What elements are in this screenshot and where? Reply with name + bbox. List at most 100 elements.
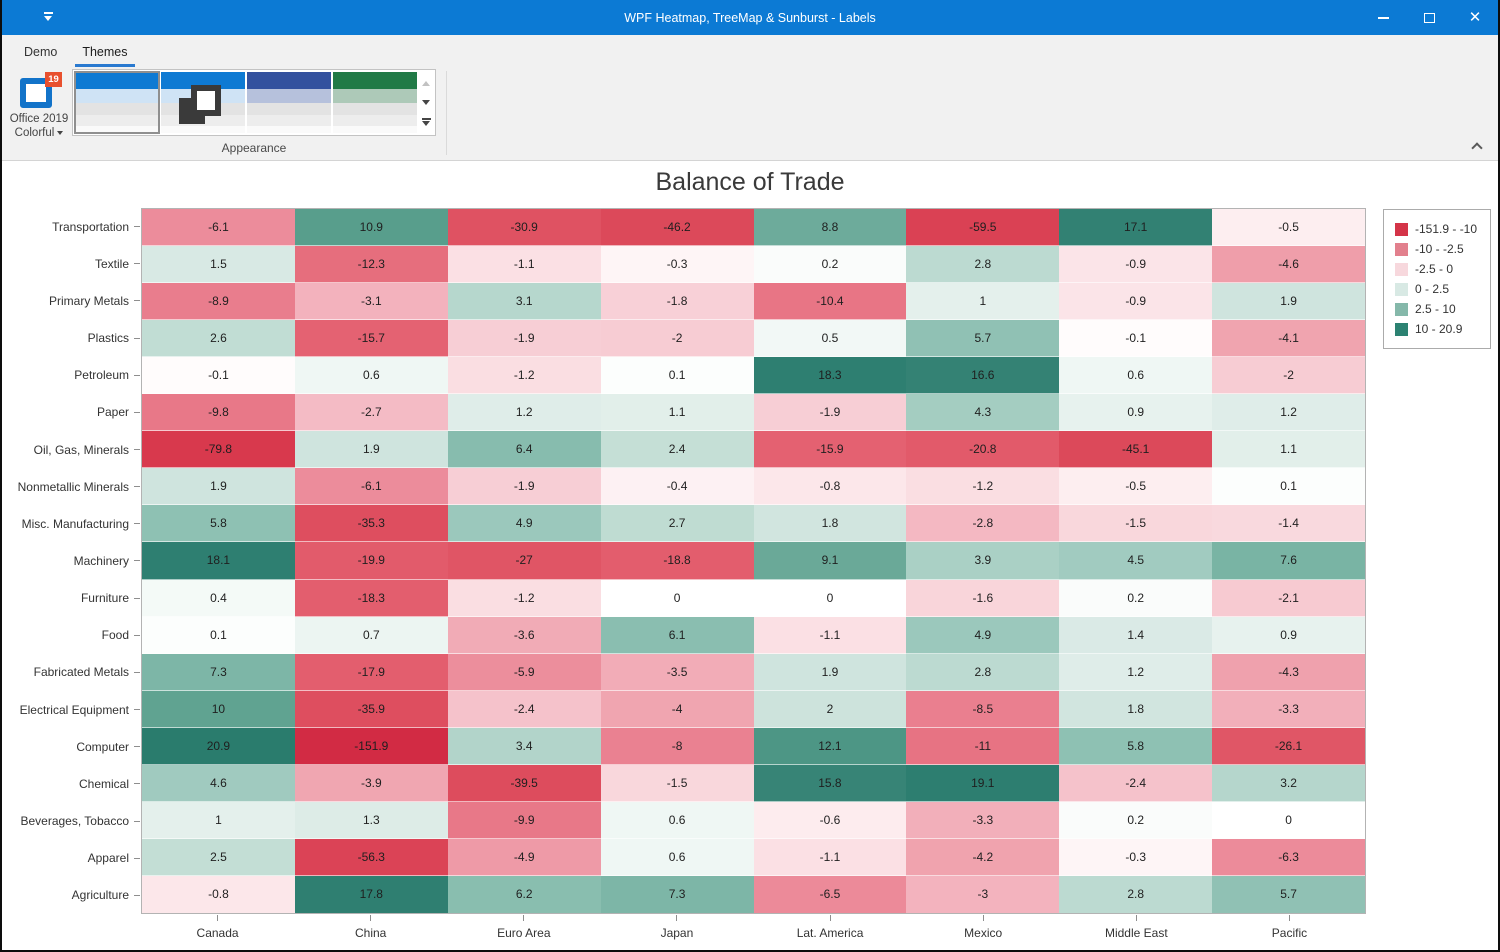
heatmap-cell-Oil, Gas, Minerals-Mexico[interactable]: -20.8 bbox=[906, 431, 1060, 469]
heatmap-cell-Fabricated Metals-Euro Area[interactable]: -5.9 bbox=[447, 653, 601, 691]
heatmap-cell-Furniture-Lat. America[interactable]: 0 bbox=[753, 579, 907, 617]
heatmap-cell-Paper-Middle East[interactable]: 0.9 bbox=[1059, 394, 1213, 432]
heatmap-cell-Apparel-Middle East[interactable]: -0.3 bbox=[1059, 838, 1213, 876]
heatmap-cell-Primary Metals-Lat. America[interactable]: -10.4 bbox=[753, 283, 907, 321]
heatmap-cell-Beverages, Tobacco-Pacific[interactable]: 0 bbox=[1212, 801, 1365, 839]
heatmap-cell-Plastics-Mexico[interactable]: 5.7 bbox=[906, 320, 1060, 358]
heatmap-cell-Machinery-Middle East[interactable]: 4.5 bbox=[1059, 542, 1213, 580]
heatmap-cell-Electrical Equipment-Canada[interactable]: 10 bbox=[142, 690, 295, 728]
heatmap-cell-Misc. Manufacturing-Japan[interactable]: 2.7 bbox=[600, 505, 754, 543]
heatmap-cell-Chemical-Japan[interactable]: -1.5 bbox=[600, 764, 754, 802]
heatmap-cell-Fabricated Metals-Pacific[interactable]: -4.3 bbox=[1212, 653, 1365, 691]
heatmap-cell-Nonmetallic Minerals-Japan[interactable]: -0.4 bbox=[600, 468, 754, 506]
heatmap-cell-Food-Middle East[interactable]: 1.4 bbox=[1059, 616, 1213, 654]
heatmap-cell-Apparel-Mexico[interactable]: -4.2 bbox=[906, 838, 1060, 876]
heatmap-cell-Oil, Gas, Minerals-China[interactable]: 1.9 bbox=[294, 431, 448, 469]
heatmap-cell-Petroleum-Pacific[interactable]: -2 bbox=[1212, 357, 1365, 395]
heatmap-cell-Furniture-Japan[interactable]: 0 bbox=[600, 579, 754, 617]
heatmap-cell-Fabricated Metals-China[interactable]: -17.9 bbox=[294, 653, 448, 691]
heatmap-cell-Computer-Middle East[interactable]: 5.8 bbox=[1059, 727, 1213, 765]
quick-access-dropdown-icon[interactable] bbox=[42, 11, 55, 23]
heatmap-cell-Misc. Manufacturing-Middle East[interactable]: -1.5 bbox=[1059, 505, 1213, 543]
heatmap-cell-Electrical Equipment-Mexico[interactable]: -8.5 bbox=[906, 690, 1060, 728]
heatmap-cell-Petroleum-Middle East[interactable]: 0.6 bbox=[1059, 357, 1213, 395]
heatmap-cell-Textile-Japan[interactable]: -0.3 bbox=[600, 246, 754, 284]
heatmap-cell-Chemical-Middle East[interactable]: -2.4 bbox=[1059, 764, 1213, 802]
heatmap-cell-Primary Metals-Pacific[interactable]: 1.9 bbox=[1212, 283, 1365, 321]
heatmap-cell-Food-China[interactable]: 0.7 bbox=[294, 616, 448, 654]
heatmap-cell-Petroleum-Euro Area[interactable]: -1.2 bbox=[447, 357, 601, 395]
heatmap-cell-Chemical-China[interactable]: -3.9 bbox=[294, 764, 448, 802]
heatmap-cell-Misc. Manufacturing-China[interactable]: -35.3 bbox=[294, 505, 448, 543]
heatmap-cell-Oil, Gas, Minerals-Euro Area[interactable]: 6.4 bbox=[447, 431, 601, 469]
heatmap-cell-Furniture-Middle East[interactable]: 0.2 bbox=[1059, 579, 1213, 617]
heatmap-cell-Chemical-Mexico[interactable]: 19.1 bbox=[906, 764, 1060, 802]
heatmap-cell-Plastics-Canada[interactable]: 2.6 bbox=[142, 320, 295, 358]
heatmap-cell-Fabricated Metals-Canada[interactable]: 7.3 bbox=[142, 653, 295, 691]
heatmap-cell-Agriculture-Pacific[interactable]: 5.7 bbox=[1212, 875, 1365, 913]
heatmap-cell-Plastics-Middle East[interactable]: -0.1 bbox=[1059, 320, 1213, 358]
heatmap-cell-Petroleum-Mexico[interactable]: 16.6 bbox=[906, 357, 1060, 395]
heatmap-cell-Furniture-China[interactable]: -18.3 bbox=[294, 579, 448, 617]
heatmap-cell-Furniture-Canada[interactable]: 0.4 bbox=[142, 579, 295, 617]
heatmap-cell-Transportation-China[interactable]: 10.9 bbox=[294, 209, 448, 247]
maximize-button[interactable] bbox=[1406, 0, 1452, 35]
heatmap-cell-Paper-Euro Area[interactable]: 1.2 bbox=[447, 394, 601, 432]
heatmap-cell-Oil, Gas, Minerals-Pacific[interactable]: 1.1 bbox=[1212, 431, 1365, 469]
gallery-scroll-down-button[interactable] bbox=[418, 95, 434, 111]
heatmap-cell-Primary Metals-Canada[interactable]: -8.9 bbox=[142, 283, 295, 321]
heatmap-cell-Petroleum-Japan[interactable]: 0.1 bbox=[600, 357, 754, 395]
heatmap-cell-Food-Pacific[interactable]: 0.9 bbox=[1212, 616, 1365, 654]
heatmap-cell-Petroleum-Canada[interactable]: -0.1 bbox=[142, 357, 295, 395]
heatmap-cell-Paper-China[interactable]: -2.7 bbox=[294, 394, 448, 432]
heatmap-cell-Food-Mexico[interactable]: 4.9 bbox=[906, 616, 1060, 654]
heatmap-cell-Food-Lat. America[interactable]: -1.1 bbox=[753, 616, 907, 654]
heatmap-cell-Textile-Lat. America[interactable]: 0.2 bbox=[753, 246, 907, 284]
heatmap-cell-Agriculture-Japan[interactable]: 7.3 bbox=[600, 875, 754, 913]
heatmap-cell-Plastics-China[interactable]: -15.7 bbox=[294, 320, 448, 358]
heatmap-cell-Plastics-Pacific[interactable]: -4.1 bbox=[1212, 320, 1365, 358]
heatmap-cell-Fabricated Metals-Lat. America[interactable]: 1.9 bbox=[753, 653, 907, 691]
heatmap-cell-Agriculture-Middle East[interactable]: 2.8 bbox=[1059, 875, 1213, 913]
tab-themes[interactable]: Themes bbox=[71, 38, 138, 67]
heatmap-cell-Textile-Pacific[interactable]: -4.6 bbox=[1212, 246, 1365, 284]
heatmap-cell-Primary Metals-Euro Area[interactable]: 3.1 bbox=[447, 283, 601, 321]
heatmap-cell-Paper-Lat. America[interactable]: -1.9 bbox=[753, 394, 907, 432]
heatmap-cell-Apparel-Lat. America[interactable]: -1.1 bbox=[753, 838, 907, 876]
heatmap-cell-Primary Metals-Middle East[interactable]: -0.9 bbox=[1059, 283, 1213, 321]
heatmap-cell-Textile-Middle East[interactable]: -0.9 bbox=[1059, 246, 1213, 284]
heatmap-cell-Machinery-Pacific[interactable]: 7.6 bbox=[1212, 542, 1365, 580]
heatmap-cell-Fabricated Metals-Japan[interactable]: -3.5 bbox=[600, 653, 754, 691]
heatmap-cell-Oil, Gas, Minerals-Canada[interactable]: -79.8 bbox=[142, 431, 295, 469]
heatmap-cell-Misc. Manufacturing-Canada[interactable]: 5.8 bbox=[142, 505, 295, 543]
heatmap-cell-Electrical Equipment-China[interactable]: -35.9 bbox=[294, 690, 448, 728]
heatmap-cell-Electrical Equipment-Japan[interactable]: -4 bbox=[600, 690, 754, 728]
heatmap-cell-Beverages, Tobacco-Lat. America[interactable]: -0.6 bbox=[753, 801, 907, 839]
office-2019-colorful-button[interactable]: 19 Office 2019 Colorful bbox=[8, 70, 70, 156]
heatmap-cell-Beverages, Tobacco-Middle East[interactable]: 0.2 bbox=[1059, 801, 1213, 839]
heatmap-cell-Chemical-Pacific[interactable]: 3.2 bbox=[1212, 764, 1365, 802]
heatmap-cell-Machinery-Lat. America[interactable]: 9.1 bbox=[753, 542, 907, 580]
heatmap-cell-Transportation-Japan[interactable]: -46.2 bbox=[600, 209, 754, 247]
heatmap-cell-Transportation-Lat. America[interactable]: 8.8 bbox=[753, 209, 907, 247]
heatmap-cell-Food-Canada[interactable]: 0.1 bbox=[142, 616, 295, 654]
heatmap-cell-Apparel-Pacific[interactable]: -6.3 bbox=[1212, 838, 1365, 876]
heatmap-cell-Fabricated Metals-Mexico[interactable]: 2.8 bbox=[906, 653, 1060, 691]
close-button[interactable]: ✕ bbox=[1452, 0, 1498, 35]
heatmap-cell-Transportation-Pacific[interactable]: -0.5 bbox=[1212, 209, 1365, 247]
gallery-scroll-up-button[interactable] bbox=[418, 75, 434, 91]
heatmap-cell-Food-Euro Area[interactable]: -3.6 bbox=[447, 616, 601, 654]
heatmap-cell-Primary Metals-China[interactable]: -3.1 bbox=[294, 283, 448, 321]
heatmap-cell-Misc. Manufacturing-Mexico[interactable]: -2.8 bbox=[906, 505, 1060, 543]
heatmap-cell-Agriculture-Euro Area[interactable]: 6.2 bbox=[447, 875, 601, 913]
heatmap-cell-Nonmetallic Minerals-China[interactable]: -6.1 bbox=[294, 468, 448, 506]
heatmap-cell-Oil, Gas, Minerals-Middle East[interactable]: -45.1 bbox=[1059, 431, 1213, 469]
heatmap-cell-Paper-Mexico[interactable]: 4.3 bbox=[906, 394, 1060, 432]
heatmap-cell-Computer-Japan[interactable]: -8 bbox=[600, 727, 754, 765]
heatmap-cell-Electrical Equipment-Lat. America[interactable]: 2 bbox=[753, 690, 907, 728]
tab-demo[interactable]: Demo bbox=[24, 45, 58, 59]
heatmap-cell-Computer-Mexico[interactable]: -11 bbox=[906, 727, 1060, 765]
heatmap-cell-Paper-Canada[interactable]: -9.8 bbox=[142, 394, 295, 432]
heatmap-cell-Beverages, Tobacco-China[interactable]: 1.3 bbox=[294, 801, 448, 839]
ribbon-collapse-button[interactable] bbox=[1468, 140, 1486, 154]
